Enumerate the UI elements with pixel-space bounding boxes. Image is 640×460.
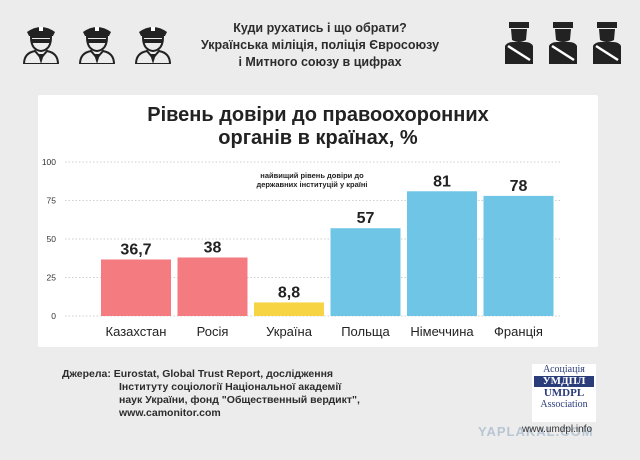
x-tick-label: Україна [266,324,313,339]
y-tick-label: 0 [51,311,56,321]
source-line-3: наук України, фонд "Общественный вердикт… [119,394,360,406]
data-label: 38 [204,239,222,256]
data-label: 57 [357,210,375,227]
data-label: 8,8 [278,284,300,301]
umdpl-logo: Асоціація УМДПЛ UMDPL Association [532,364,596,422]
x-tick-label: Казахстан [106,324,167,339]
source-line-4: www.camonitor.com [119,407,221,419]
headline-line-2: Українська міліція, поліція Євросоюзу [200,38,440,52]
headline: Куди рухатись і що обрати? Українська мі… [185,20,455,71]
data-label: 81 [433,173,451,190]
y-tick-label: 25 [47,273,57,283]
source-line-1: Джерела: Eurostat, Global Trust Report, … [62,368,334,380]
police-officer-silhouette-icon [549,22,577,64]
annotation: найвищий рівень довіри до [260,171,364,180]
police-officer-silhouette-icon [505,22,533,64]
bar [330,228,401,316]
headline-line-3: і Митного союзу в цифрах [238,55,402,69]
bar [177,257,248,316]
source-line-2: Інституту соціології Національної академ… [119,381,342,393]
logo-line-2: УМДПЛ [534,376,594,387]
header: Куди рухатись і що обрати? Українська мі… [0,0,640,92]
police-officer-icon [134,27,172,64]
bar [254,302,324,316]
police-officer-icon [22,27,60,64]
bar [483,195,554,316]
bar [407,191,477,316]
x-tick-label: Німеччина [410,324,474,339]
data-label: 78 [510,178,528,195]
y-tick-label: 75 [47,196,57,206]
y-tick-label: 100 [42,157,56,167]
chart-title-line-1: Рівень довіри до правоохоронних [147,104,489,126]
y-tick-label: 50 [47,234,57,244]
logo-line-1: Асоціація [543,364,585,375]
logo-line-4: Association [540,399,588,410]
site-url[interactable]: www.umdpl.info [522,424,593,435]
x-tick-label: Росія [197,324,229,339]
watermark: YAPLAKAL.COM [478,424,594,439]
sources: Джерела: Eurostat, Global Trust Report, … [62,368,392,420]
chart-title: Рівень довіри до правоохоронних органів … [38,104,598,150]
x-tick-label: Польща [341,324,390,339]
chart-title-line-2: органів в країнах, % [218,127,418,149]
data-label: 36,7 [120,241,151,258]
police-officer-silhouette-icon [593,22,621,64]
annotation: державних інституцій у країні [257,180,368,189]
officer-icons-right [504,20,622,64]
police-officer-icon [78,27,116,64]
officer-icons-left [18,20,176,64]
logo-line-3: UMDPL [543,387,585,399]
headline-line-1: Куди рухатись і що обрати? [233,21,407,35]
bar [101,259,171,316]
x-tick-label: Франція [494,324,543,339]
